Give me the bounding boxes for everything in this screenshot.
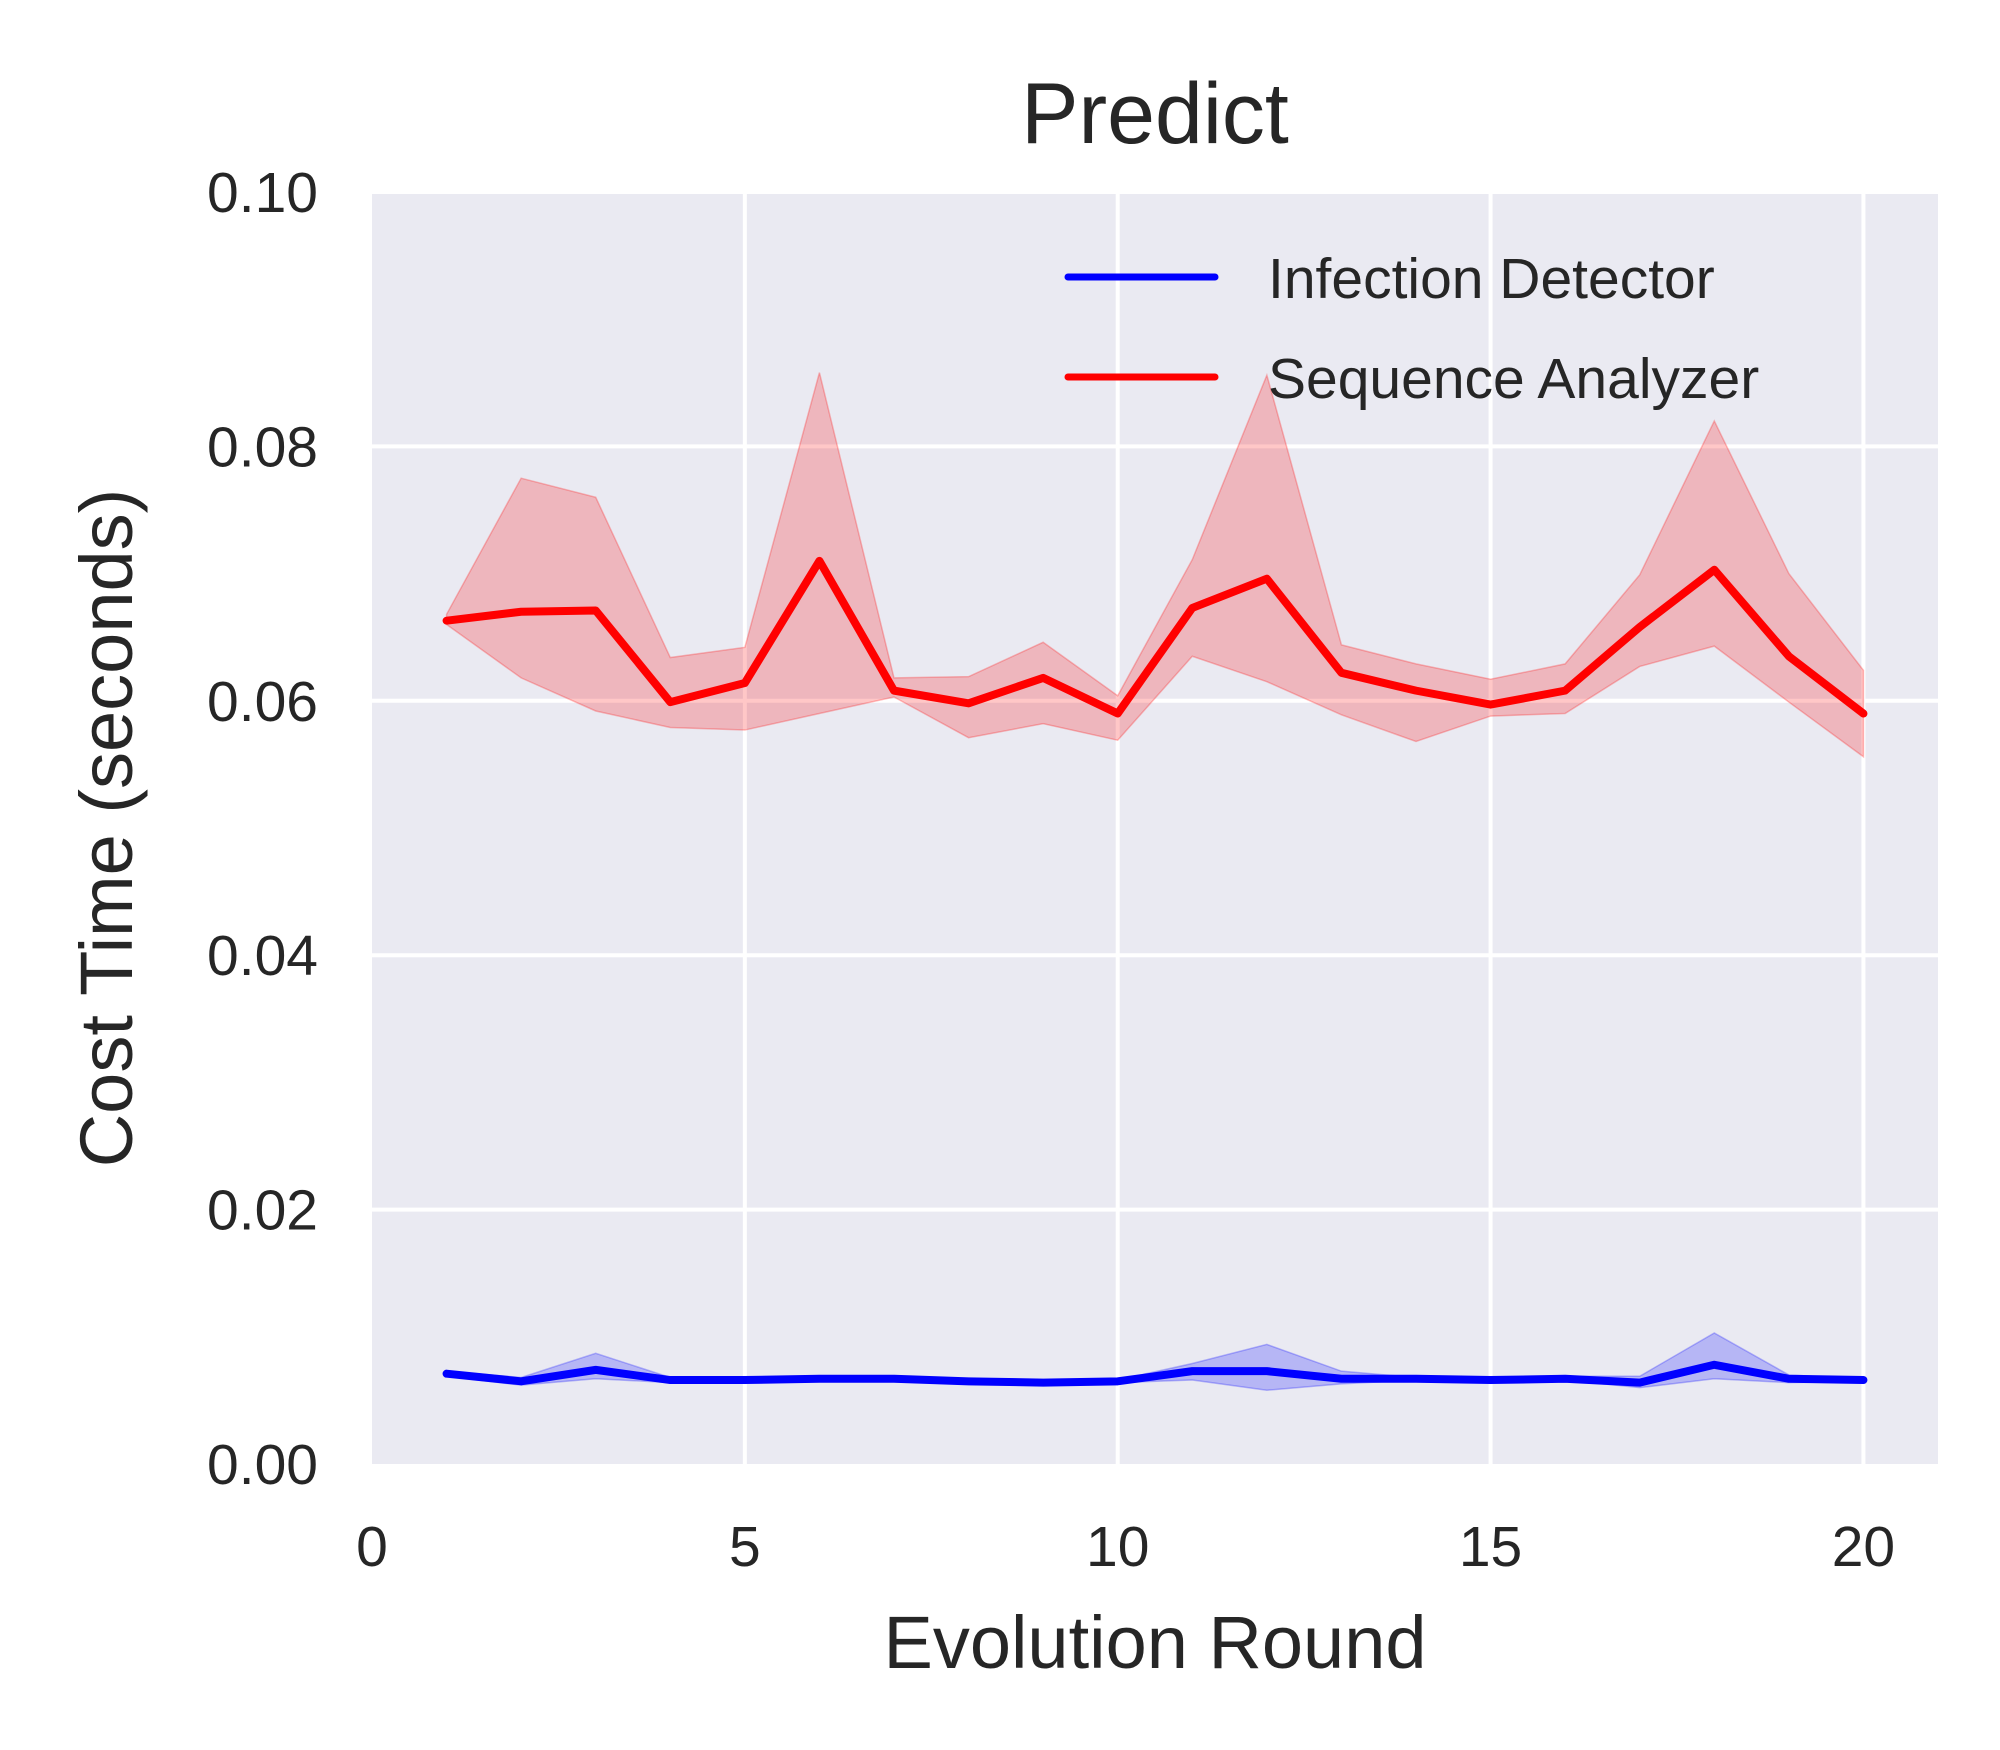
y-tick-labels: 0.00 0.02 0.04 0.06 0.08 0.10 (207, 161, 318, 1497)
legend-label-infection-detector: Infection Detector (1268, 247, 1715, 311)
x-tick-label: 5 (729, 1515, 761, 1579)
y-tick-label: 0.08 (207, 415, 318, 479)
legend-label-sequence-analyzer: Sequence Analyzer (1268, 347, 1759, 411)
grid-lines (372, 190, 1938, 1464)
y-axis-label: Cost Time (seconds) (65, 489, 148, 1168)
y-tick-label: 0.04 (207, 924, 318, 988)
x-axis-label: Evolution Round (883, 1601, 1426, 1684)
line-infection-detector (442, 1360, 1868, 1387)
x-tick-label: 10 (1086, 1515, 1149, 1579)
plot-background (372, 192, 1938, 1464)
series-lines (442, 556, 1868, 1387)
band-sequence-analyzer (445, 372, 1865, 759)
x-tick-label: 0 (356, 1515, 388, 1579)
x-tick-label: 15 (1459, 1515, 1522, 1579)
x-tick-labels: 0 5 10 15 20 (356, 1515, 1895, 1579)
line-sequence-analyzer (442, 556, 1868, 718)
y-tick-label: 0.00 (207, 1433, 318, 1497)
x-tick-label: 20 (1832, 1515, 1895, 1579)
y-tick-label: 0.10 (207, 161, 318, 225)
y-tick-label: 0.02 (207, 1179, 318, 1243)
legend: Infection Detector Sequence Analyzer (1064, 247, 1759, 411)
chart-title: Predict (1021, 66, 1289, 162)
y-tick-label: 0.06 (207, 670, 318, 734)
